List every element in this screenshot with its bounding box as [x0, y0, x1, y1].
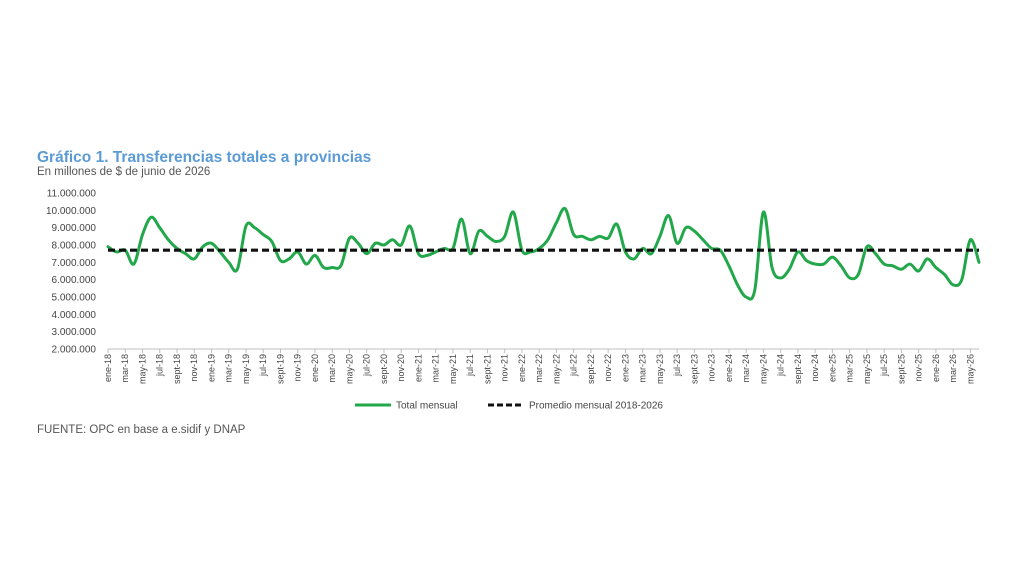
- x-tick-label: ene-26: [931, 354, 941, 382]
- x-tick-label: mar-18: [120, 354, 130, 383]
- x-tick-label: may-24: [758, 354, 768, 384]
- y-tick-label: 4.000.000: [52, 310, 97, 321]
- x-tick-label: jul-18: [155, 354, 165, 377]
- chart-title: Gráfico 1. Transferencias totales a prov…: [37, 149, 372, 166]
- x-tick-label: mar-23: [638, 354, 648, 383]
- y-tick-label: 7.000.000: [52, 258, 97, 269]
- legend-label-total-mensual: Total mensual: [396, 401, 458, 412]
- x-tick-label: sept-20: [379, 354, 389, 384]
- x-tick-label: jul-22: [569, 354, 579, 377]
- x-axis: ene-18 mar-18 may-18 jul-18 sept-18 nov-18 ene…: [103, 348, 979, 384]
- x-tick-label: nov-20: [396, 354, 406, 382]
- x-tick-label: nov-22: [603, 354, 613, 382]
- x-tick-label: may-19: [241, 354, 251, 384]
- y-tick-label: 3.000.000: [52, 327, 97, 338]
- x-tick-label: sept-19: [275, 354, 285, 384]
- y-tick-label: 2.000.000: [52, 345, 97, 356]
- x-tick-label: mar-26: [948, 354, 958, 383]
- y-tick-label: 10.000.000: [46, 206, 96, 217]
- x-tick-label: may-25: [862, 354, 872, 384]
- x-tick-label: nov-21: [500, 354, 510, 382]
- x-tick-label: sept-23: [689, 354, 699, 384]
- y-tick-label: 11.000.000: [47, 189, 97, 200]
- plot-area: [106, 206, 981, 301]
- x-tick-label: sept-21: [482, 354, 492, 384]
- x-tick-label: sept-22: [586, 354, 596, 384]
- x-tick-label: mar-21: [431, 354, 441, 383]
- y-tick-label: 5.000.000: [52, 293, 97, 304]
- legend-label-promedio-mensual: Promedio mensual 2018-2026: [529, 401, 663, 412]
- x-tick-label: mar-25: [845, 354, 855, 383]
- y-axis: 2.000.000 3.000.000 4.000.000 5.000.000 6.00…: [46, 189, 96, 356]
- x-tick-label: jul-19: [258, 354, 268, 377]
- x-tick-label: ene-23: [620, 354, 630, 382]
- x-tick-label: nov-19: [293, 354, 303, 382]
- x-tick-label: may-22: [551, 354, 561, 384]
- x-tick-label: ene-20: [310, 354, 320, 382]
- x-tick-label: mar-19: [224, 354, 234, 383]
- x-tick-label: jul-20: [362, 354, 372, 377]
- x-tick-label: jul-21: [465, 354, 475, 377]
- x-tick-label: ene-19: [206, 354, 216, 382]
- x-tick-label: ene-21: [413, 354, 423, 382]
- chart-source: FUENTE: OPC en base a e.sidif y DNAP: [37, 424, 246, 436]
- x-tick-label: jul-23: [672, 354, 682, 377]
- series-line-total-mensual: [106, 206, 981, 301]
- x-tick-label: may-26: [965, 354, 975, 384]
- x-tick-label: mar-24: [741, 354, 751, 383]
- x-tick-label: ene-24: [724, 354, 734, 382]
- x-tick-label: may-23: [655, 354, 665, 384]
- x-tick-label: mar-22: [534, 354, 544, 383]
- x-tick-label: ene-22: [517, 354, 527, 382]
- y-tick-label: 9.000.000: [52, 223, 97, 234]
- x-tick-label: nov-25: [914, 354, 924, 382]
- x-tick-label: sept-18: [172, 354, 182, 384]
- y-tick-label: 8.000.000: [52, 241, 97, 252]
- x-tick-label: jul-24: [776, 354, 786, 377]
- x-tick-label: jul-25: [879, 354, 889, 377]
- x-tick-label: nov-23: [707, 354, 717, 382]
- legend: Total mensual Promedio mensual 2018-2026: [355, 401, 663, 412]
- x-tick-label: nov-24: [810, 354, 820, 382]
- x-tick-label: sept-25: [896, 354, 906, 384]
- chart-subtitle: En millones de $ de junio de 2026: [37, 166, 211, 178]
- x-tick-label: ene-18: [103, 354, 113, 382]
- x-tick-label: mar-20: [327, 354, 337, 383]
- x-tick-label: ene-25: [827, 354, 837, 382]
- x-tick-label: sept-24: [793, 354, 803, 384]
- x-tick-label: may-18: [137, 354, 147, 384]
- x-tick-label: may-20: [344, 354, 354, 384]
- x-tick-label: nov-18: [189, 354, 199, 382]
- x-tick-label: may-21: [448, 354, 458, 384]
- y-tick-label: 6.000.000: [52, 275, 97, 286]
